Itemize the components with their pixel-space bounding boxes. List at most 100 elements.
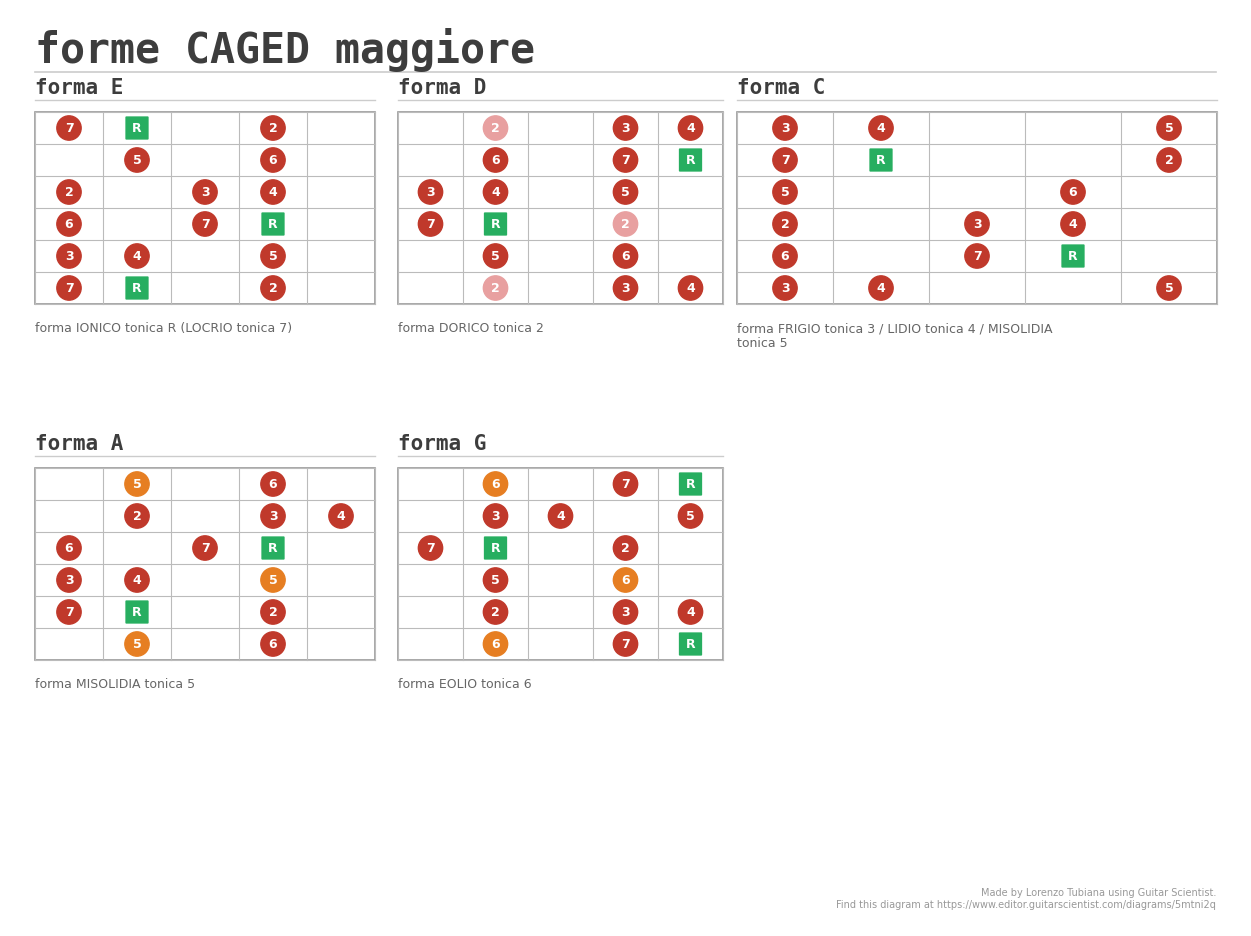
FancyBboxPatch shape [484, 212, 507, 236]
Text: 2: 2 [492, 282, 500, 295]
Circle shape [613, 600, 638, 624]
Text: forma A: forma A [35, 434, 124, 454]
Text: R: R [686, 637, 696, 651]
Circle shape [613, 180, 638, 204]
Circle shape [613, 212, 638, 236]
Text: 7: 7 [972, 250, 981, 262]
Text: forma C: forma C [737, 78, 826, 98]
Circle shape [1157, 116, 1181, 140]
Text: 6: 6 [1068, 185, 1077, 198]
FancyBboxPatch shape [125, 116, 149, 139]
Circle shape [261, 568, 285, 592]
Text: 6: 6 [492, 154, 500, 167]
Circle shape [678, 504, 703, 528]
Circle shape [613, 148, 638, 172]
Text: 2: 2 [492, 606, 500, 619]
Text: 5: 5 [686, 509, 694, 522]
Circle shape [613, 632, 638, 656]
Text: 3: 3 [781, 122, 789, 135]
Circle shape [613, 472, 638, 496]
Circle shape [773, 148, 797, 172]
Circle shape [418, 180, 443, 204]
Circle shape [261, 504, 285, 528]
Text: 6: 6 [492, 637, 500, 651]
Text: 7: 7 [65, 282, 74, 295]
Circle shape [261, 600, 285, 624]
Circle shape [125, 244, 149, 268]
Text: R: R [133, 282, 141, 295]
Circle shape [773, 116, 797, 140]
Text: Find this diagram at https://www.editor.guitarscientist.com/diagrams/5mtni2q: Find this diagram at https://www.editor.… [836, 900, 1216, 910]
Text: R: R [490, 217, 500, 230]
Circle shape [483, 472, 508, 496]
Circle shape [483, 632, 508, 656]
Circle shape [418, 535, 443, 560]
Text: 5: 5 [133, 477, 141, 490]
Circle shape [261, 148, 285, 172]
Circle shape [1157, 276, 1181, 300]
Text: 4: 4 [269, 185, 278, 198]
Text: 6: 6 [65, 217, 74, 230]
Text: Made by Lorenzo Tubiana using Guitar Scientist.: Made by Lorenzo Tubiana using Guitar Sci… [981, 888, 1216, 898]
Text: forma FRIGIO tonica 3 / LIDIO tonica 4 / MISOLIDIA
tonica 5: forma FRIGIO tonica 3 / LIDIO tonica 4 /… [737, 322, 1052, 350]
Text: 6: 6 [65, 542, 74, 554]
Text: 7: 7 [200, 542, 209, 554]
Text: 7: 7 [622, 637, 629, 651]
Circle shape [261, 244, 285, 268]
Circle shape [483, 276, 508, 300]
Text: 3: 3 [622, 122, 629, 135]
Text: 3: 3 [65, 250, 74, 262]
Text: 3: 3 [200, 185, 209, 198]
Text: 4: 4 [686, 606, 694, 619]
Text: 6: 6 [622, 250, 629, 262]
Text: forma MISOLIDIA tonica 5: forma MISOLIDIA tonica 5 [35, 678, 195, 691]
Bar [35, 468, 375, 660]
Text: 7: 7 [622, 477, 629, 490]
Circle shape [125, 504, 149, 528]
Text: 6: 6 [781, 250, 789, 262]
Circle shape [125, 148, 149, 172]
Text: R: R [268, 217, 278, 230]
Circle shape [613, 244, 638, 268]
Circle shape [483, 504, 508, 528]
Circle shape [483, 148, 508, 172]
Circle shape [483, 180, 508, 204]
Text: 4: 4 [492, 185, 500, 198]
Text: R: R [1068, 250, 1078, 262]
Text: 3: 3 [427, 185, 435, 198]
Circle shape [483, 600, 508, 624]
Text: 5: 5 [269, 250, 278, 262]
Circle shape [1157, 148, 1181, 172]
Text: 5: 5 [133, 154, 141, 167]
Circle shape [56, 600, 81, 624]
Text: 2: 2 [622, 217, 629, 230]
Text: 6: 6 [622, 574, 629, 587]
Circle shape [193, 535, 218, 560]
Circle shape [773, 180, 797, 204]
Text: 4: 4 [133, 574, 141, 587]
FancyBboxPatch shape [261, 536, 285, 560]
FancyBboxPatch shape [484, 536, 507, 560]
Circle shape [678, 116, 703, 140]
Circle shape [869, 116, 893, 140]
Text: 7: 7 [65, 606, 74, 619]
Text: forma D: forma D [398, 78, 487, 98]
Circle shape [548, 504, 573, 528]
Bar [398, 468, 723, 660]
Circle shape [261, 632, 285, 656]
Bar [737, 112, 1217, 304]
Circle shape [56, 180, 81, 204]
Circle shape [483, 568, 508, 592]
Circle shape [125, 632, 149, 656]
Circle shape [261, 180, 285, 204]
Text: 7: 7 [427, 542, 435, 554]
Text: 3: 3 [492, 509, 500, 522]
Circle shape [1061, 212, 1085, 236]
Circle shape [613, 535, 638, 560]
Text: 4: 4 [337, 509, 345, 522]
Text: 5: 5 [1165, 122, 1173, 135]
Text: 3: 3 [622, 282, 629, 295]
Circle shape [56, 276, 81, 300]
Circle shape [613, 568, 638, 592]
Text: R: R [268, 542, 278, 554]
